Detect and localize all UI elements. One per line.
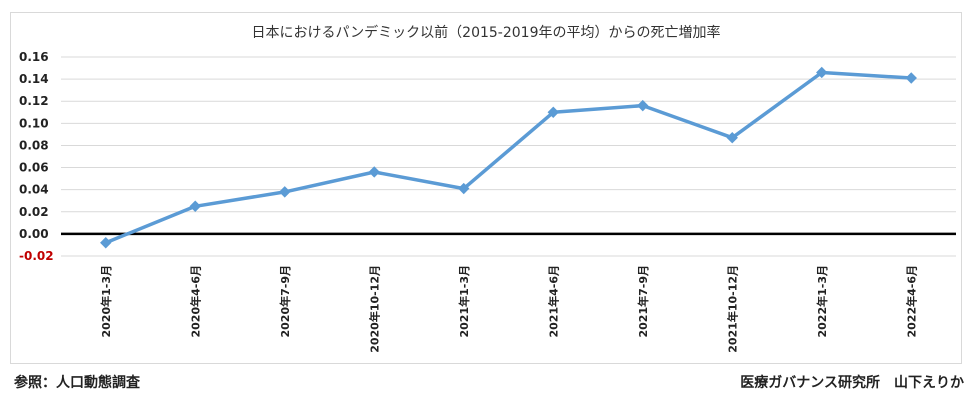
data-point-marker bbox=[726, 131, 738, 144]
line-chart: 日本におけるパンデミック以前（2015-2019年の平均）からの死亡増加率 -0… bbox=[19, 24, 956, 353]
y-tick-label: 0.16 bbox=[19, 50, 49, 64]
x-tick-label: 2020年4-6月 bbox=[188, 265, 202, 338]
y-tick-label: 0.12 bbox=[19, 94, 49, 108]
gridlines bbox=[61, 56, 956, 257]
x-axis-ticks: 2020年1-3月 2020年4-6月 2020年7-9月 2020年10-12月 20… bbox=[99, 265, 919, 353]
data-point-marker bbox=[368, 166, 380, 178]
x-tick-label: 2022年1-3月 bbox=[815, 265, 829, 338]
source-note: 参照：人口動態調査 bbox=[14, 375, 140, 391]
y-tick-label: 0.08 bbox=[19, 138, 49, 152]
data-point-marker bbox=[189, 200, 201, 212]
data-point-marker bbox=[547, 106, 559, 118]
x-tick-label: 2021年10-12月 bbox=[725, 265, 739, 353]
y-tick-label: 0.04 bbox=[19, 183, 49, 197]
series-line bbox=[105, 70, 912, 245]
data-point-marker bbox=[279, 186, 291, 198]
series-layer bbox=[100, 66, 917, 249]
data-point-marker bbox=[816, 66, 828, 79]
data-point-marker bbox=[905, 72, 917, 84]
x-tick-label: 2021年4-6月 bbox=[546, 265, 560, 338]
chart-frame: 日本におけるパンデミック以前（2015-2019年の平均）からの死亡増加率 -0… bbox=[10, 12, 962, 364]
x-tick-label: 2021年7-9月 bbox=[636, 265, 650, 338]
y-tick-label: 0.06 bbox=[19, 161, 49, 175]
x-tick-label: 2022年4-6月 bbox=[904, 265, 918, 338]
x-tick-label: 2021年1-3月 bbox=[457, 265, 471, 338]
chart-title: 日本におけるパンデミック以前（2015-2019年の平均）からの死亡増加率 bbox=[251, 24, 720, 41]
y-tick-label: 0.00 bbox=[19, 227, 49, 241]
y-axis-ticks: -0.02 0.00 0.02 0.04 0.06 0.08 0.10 0.12 0.14 0.1… bbox=[19, 50, 54, 263]
data-point-marker bbox=[100, 237, 112, 249]
y-tick-label: -0.02 bbox=[19, 249, 54, 263]
x-tick-label: 2020年1-3月 bbox=[99, 265, 113, 338]
x-tick-label: 2020年7-9月 bbox=[278, 265, 292, 338]
data-point-marker bbox=[637, 99, 649, 112]
credit-note: 医療ガバナンス研究所 山下えりか bbox=[740, 375, 964, 391]
x-tick-label: 2020年10-12月 bbox=[367, 265, 381, 353]
y-tick-label: 0.14 bbox=[19, 72, 49, 86]
data-point-marker bbox=[458, 182, 470, 195]
y-tick-label: 0.02 bbox=[19, 205, 49, 219]
y-tick-label: 0.10 bbox=[19, 116, 49, 130]
